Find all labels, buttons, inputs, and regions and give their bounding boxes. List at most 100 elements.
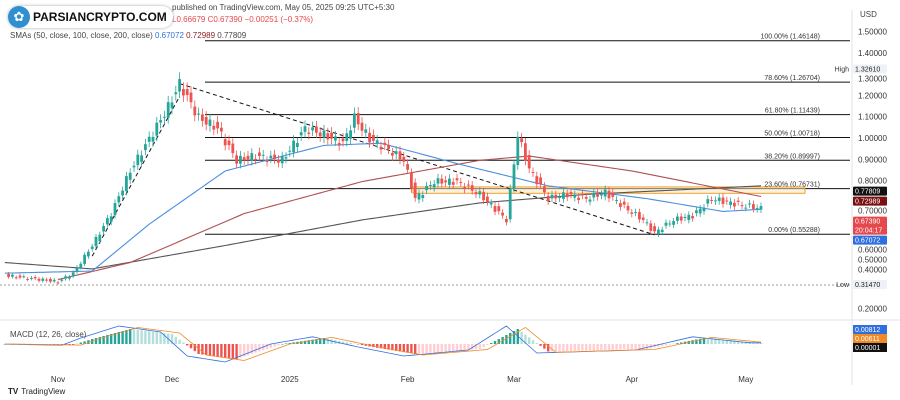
macd-histogram-bar <box>102 336 105 344</box>
candle-body <box>269 155 273 158</box>
macd-histogram-bar <box>566 344 569 352</box>
macd-histogram-bar <box>463 344 466 351</box>
y-tick-label: 0.60000 <box>858 246 887 255</box>
macd-histogram-bar <box>235 344 238 359</box>
candle-body <box>638 212 641 220</box>
macd-histogram-bar <box>246 344 250 356</box>
macd-histogram-bar <box>110 334 113 344</box>
candle-body <box>459 182 463 184</box>
macd-histogram-bar <box>471 344 474 350</box>
macd-histogram-bar <box>433 344 436 353</box>
candle-body <box>197 113 200 115</box>
candle-body <box>482 191 485 201</box>
macd-histogram-bar <box>284 343 288 344</box>
candle-body <box>455 178 459 181</box>
ohlc-close: C0.67390 <box>207 15 243 24</box>
candle-body <box>470 185 474 191</box>
candle-body <box>353 113 356 128</box>
macd-histogram-bar <box>64 344 67 345</box>
macd-histogram-bar <box>634 344 637 350</box>
candle-body <box>668 223 672 225</box>
macd-histogram-bar <box>558 344 561 352</box>
sma-legend[interactable]: SMAs (50, close, 100, close, 200, close)… <box>10 31 246 40</box>
macd-histogram-bar <box>581 344 584 351</box>
macd-histogram-bar <box>170 334 174 344</box>
y-tick-label: 0.90000 <box>858 155 887 164</box>
candle-body <box>398 151 402 160</box>
macd-histogram-bar <box>676 343 679 344</box>
candle-body <box>368 132 371 143</box>
macd-histogram-bar <box>721 339 725 344</box>
macd-histogram-bar <box>345 342 348 344</box>
macd-histogram-bar <box>227 344 231 358</box>
candle-body <box>334 136 337 141</box>
macd-histogram-bar <box>220 344 223 357</box>
x-tick-label: Apr <box>626 375 639 384</box>
macd-histogram-bar <box>201 344 204 355</box>
macd-histogram-bar <box>706 338 709 344</box>
y-tick-label: 0.20000 <box>858 304 887 313</box>
sma50-line <box>4 142 762 274</box>
ohlc-change: −0.00251 (−0.37%) <box>244 15 314 24</box>
y-tick-label: 0.80000 <box>858 177 887 186</box>
macd-legend[interactable]: MACD (12, 26, close) <box>10 330 86 339</box>
ohlc-readout: L0.66679 C0.67390 −0.00251 (−0.37%) <box>172 15 313 24</box>
candle-body <box>277 159 280 163</box>
candle-body <box>508 188 512 220</box>
candle-body <box>429 185 432 187</box>
candle-body <box>664 222 668 226</box>
candle-body <box>341 138 345 142</box>
tradingview-text: TradingView <box>21 387 66 396</box>
macd-histogram-bar <box>588 344 592 351</box>
candle-body <box>607 190 611 199</box>
macd-histogram-bar <box>668 344 671 345</box>
macd-histogram-bar <box>611 344 614 350</box>
macd-histogram-bar <box>680 342 683 344</box>
candle-body <box>691 216 694 219</box>
macd-histogram-bar <box>695 339 698 344</box>
candle-body <box>258 152 261 156</box>
candle-body <box>432 184 436 188</box>
macd-histogram-bar <box>638 344 641 350</box>
candle-body <box>527 155 531 169</box>
trend-line <box>91 96 181 257</box>
candle-body <box>155 122 159 136</box>
candle-body <box>645 222 649 224</box>
candle-body <box>98 234 102 242</box>
candle-body <box>706 199 710 204</box>
macd-histogram-bar <box>733 340 736 344</box>
x-tick-label: Dec <box>165 375 179 384</box>
candle-body <box>326 133 330 140</box>
candle-body <box>273 154 276 159</box>
candle-body <box>417 193 421 200</box>
macd-histogram-bar <box>258 344 261 352</box>
tradingview-brand[interactable]: TV TradingView <box>8 387 65 396</box>
macd-histogram-bar <box>486 344 489 345</box>
candle-body <box>204 117 208 125</box>
candle-body <box>235 155 238 164</box>
candle-body <box>611 192 615 197</box>
macd-histogram-bar <box>539 344 542 346</box>
macd-value-bg <box>853 334 887 343</box>
macd-histogram-bar <box>554 344 557 352</box>
candle-body <box>695 210 698 214</box>
macd-histogram-bar <box>117 332 120 344</box>
candle-body <box>394 151 398 155</box>
candle-body <box>174 92 178 95</box>
macd-histogram-bar <box>395 344 398 351</box>
watermark-logo: ✿ PARSIANCRYPTO.COM <box>8 6 173 28</box>
macd-histogram-bar <box>436 344 440 353</box>
macd-label: MACD (12, 26, close) <box>10 330 87 339</box>
macd-histogram-bar <box>83 341 86 344</box>
candle-body <box>296 142 299 147</box>
macd-histogram-bar <box>349 342 352 344</box>
macd-histogram-bar <box>550 344 554 352</box>
macd-histogram-bar <box>72 344 75 345</box>
macd-histogram-bar <box>604 344 607 351</box>
candle-body <box>641 217 645 220</box>
candle-body <box>448 178 451 185</box>
macd-histogram-bar <box>623 344 626 350</box>
candle-body <box>14 277 18 279</box>
trend-line <box>179 83 655 236</box>
